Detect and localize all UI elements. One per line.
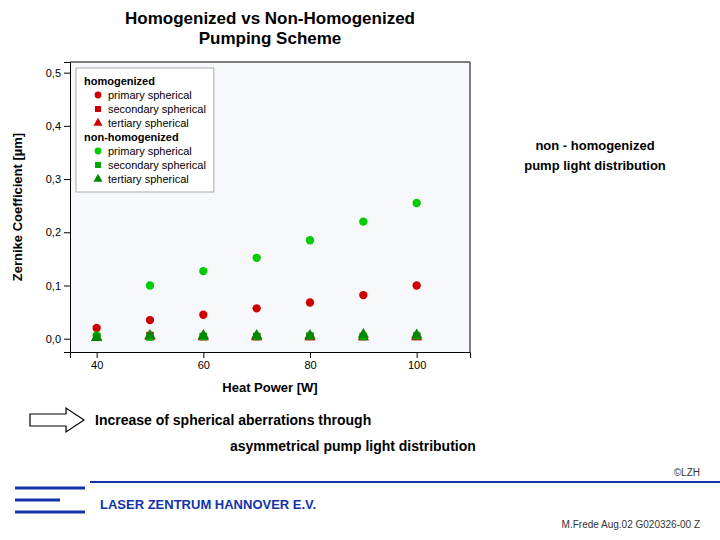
footer: LASER ZENTRUM HANNOVER E.V. ©LZH M.Frede A… [0, 462, 720, 540]
tick-mark [64, 126, 70, 127]
footer-logo-line [15, 487, 85, 490]
point [146, 316, 154, 324]
legend-box [76, 68, 214, 192]
point [199, 267, 207, 275]
tick: 0,3 [46, 173, 70, 185]
tick-mark [64, 179, 70, 180]
copyright: ©LZH [674, 467, 700, 478]
y-axis-title: Zernike Coefficient [µm] [10, 133, 25, 281]
credits: M.Frede Aug.02 G020326-00 Z [562, 519, 700, 530]
tick-mark [64, 232, 70, 233]
point [251, 329, 262, 339]
point [144, 329, 155, 339]
legend-entry: primary spherical [108, 145, 192, 157]
point [306, 236, 314, 244]
series [92, 281, 420, 332]
point [412, 199, 420, 207]
title-line: Homogenized vs Non-Homogenized [125, 9, 415, 28]
annotation: Increase of spherical aberrations throug… [95, 412, 371, 428]
legend: homogenized primary spherical secondary sp… [76, 68, 214, 192]
point [304, 329, 315, 339]
tick-label: 80 [304, 359, 316, 371]
tick-label: 0,2 [46, 226, 61, 238]
point [91, 331, 102, 341]
legend-entry: primary spherical [108, 89, 192, 101]
legend-entry: secondary spherical [108, 103, 206, 115]
tick: 80 [304, 352, 316, 371]
points [91, 199, 422, 341]
tick-mark [203, 352, 204, 358]
footer-rule [90, 481, 720, 483]
point [92, 324, 100, 332]
point [306, 298, 314, 306]
chart: Homogenized vs Non-HomogenizedPumping Sc… [0, 0, 720, 540]
tick-label: 0,1 [46, 280, 61, 292]
tick: 60 [198, 352, 210, 371]
tick-mark [64, 73, 70, 74]
x-axis-title: Heat Power [W] [222, 380, 317, 395]
legend-entry: tertiary spherical [108, 173, 189, 185]
legend-entry: secondary spherical [108, 159, 206, 171]
tick: 0,2 [46, 226, 70, 238]
legend-marker [95, 92, 102, 99]
point [358, 328, 369, 338]
point [199, 311, 207, 319]
tick: 40 [91, 352, 103, 371]
annotation-arrow [30, 408, 84, 432]
plot-area [70, 62, 470, 352]
title: Homogenized vs Non-HomogenizedPumping Sc… [125, 9, 415, 48]
point [412, 281, 420, 289]
side-text: non - homogenized [535, 138, 654, 153]
tick: 0,0 [46, 333, 70, 345]
tick-label: 60 [198, 359, 210, 371]
legend-group-title: non-homogenized [84, 131, 179, 143]
footer-background [0, 462, 720, 540]
tick-mark [97, 352, 98, 358]
point [411, 328, 422, 338]
point [198, 329, 209, 339]
point [359, 291, 367, 299]
legend-marker [95, 148, 102, 155]
legend-group-title: homogenized [84, 75, 155, 87]
point [91, 331, 102, 341]
tick-label: 0,5 [46, 67, 61, 79]
legend-marker [95, 162, 101, 168]
legend-marker [93, 174, 102, 182]
x-axis-line [71, 353, 471, 359]
y-axis-line [64, 63, 71, 353]
tick-mark [64, 285, 70, 286]
point [252, 254, 260, 262]
series [91, 328, 422, 341]
tick-label: 0,3 [46, 173, 61, 185]
x-axis: 40 60 80 100 [71, 352, 471, 371]
legend-marker [95, 106, 101, 112]
tick: 100 [408, 352, 426, 371]
point [252, 304, 260, 312]
y-axis: 0,0 0,1 0,2 0,3 0,4 0,5 [46, 63, 71, 353]
plot-frame [470, 62, 471, 352]
annotation: asymmetrical pump light distribution [230, 438, 476, 454]
tick-mark [64, 339, 70, 340]
tick-label: 40 [91, 359, 103, 371]
point [359, 217, 367, 225]
legend-marker [93, 118, 102, 126]
point [146, 281, 154, 289]
tick: 0,1 [46, 280, 70, 292]
tick-mark [417, 352, 418, 358]
tick: 0,4 [46, 120, 70, 132]
plot-frame [70, 62, 470, 63]
footer-logo-line [15, 511, 85, 514]
title-line: Pumping Scheme [199, 29, 342, 48]
tick-mark [310, 352, 311, 358]
side-text: pump light distribution [524, 158, 666, 173]
footer-logo-line [15, 499, 60, 502]
series [92, 199, 420, 340]
legend-entry: tertiary spherical [108, 117, 189, 129]
tick: 0,5 [46, 67, 70, 79]
tick-label: 0,0 [46, 333, 61, 345]
tick-label: 100 [408, 359, 426, 371]
footer-text: LASER ZENTRUM HANNOVER E.V. [100, 497, 316, 512]
tick-label: 0,4 [46, 120, 61, 132]
